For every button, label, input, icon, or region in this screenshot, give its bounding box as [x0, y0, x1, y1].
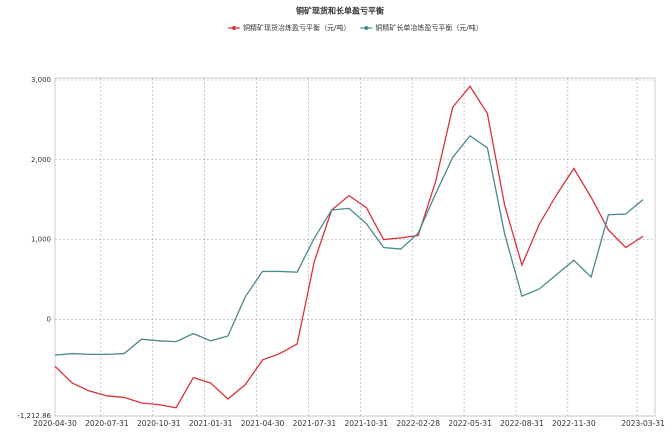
x-tick-label: 2021-04-30 — [241, 419, 285, 428]
x-tick-label: 2023-03-31 — [621, 419, 665, 428]
legend-label: 铜精矿现货冶炼盈亏平衡（元/吨） — [243, 23, 350, 32]
x-tick-label: 2021-10-31 — [344, 419, 388, 428]
x-tick-label: 2020-04-30 — [33, 419, 77, 428]
x-tick-label: 2022-05-31 — [448, 419, 492, 428]
legend-label: 铜精矿长单冶炼盈亏平衡（元/吨） — [375, 23, 482, 32]
y-tick-label: 2,000 — [31, 156, 51, 164]
y-tick-label: 0 — [47, 315, 51, 323]
series-line — [54, 85, 644, 409]
chart-title: 铜矿现货和长单盈亏平衡 — [296, 6, 384, 16]
series-line — [54, 134, 644, 356]
legend-marker — [232, 26, 236, 30]
x-tick-label: 2022-08-31 — [500, 419, 544, 428]
x-tick-label: 2021-01-31 — [189, 419, 233, 428]
x-tick-label: 2022-11-30 — [552, 419, 596, 428]
x-tick-label: 2022-02-28 — [396, 419, 440, 428]
x-tick-label: 2020-07-31 — [85, 419, 129, 428]
y-tick-label: 1,000 — [31, 236, 51, 244]
legend-marker — [364, 26, 369, 30]
x-tick-label: 2021-07-31 — [293, 419, 337, 428]
y-tick-label: -1,212.86 — [17, 412, 51, 420]
y-tick-label: 3,000 — [31, 76, 51, 84]
plot-area — [54, 77, 656, 417]
x-tick-label: 2020-10-31 — [137, 419, 181, 428]
